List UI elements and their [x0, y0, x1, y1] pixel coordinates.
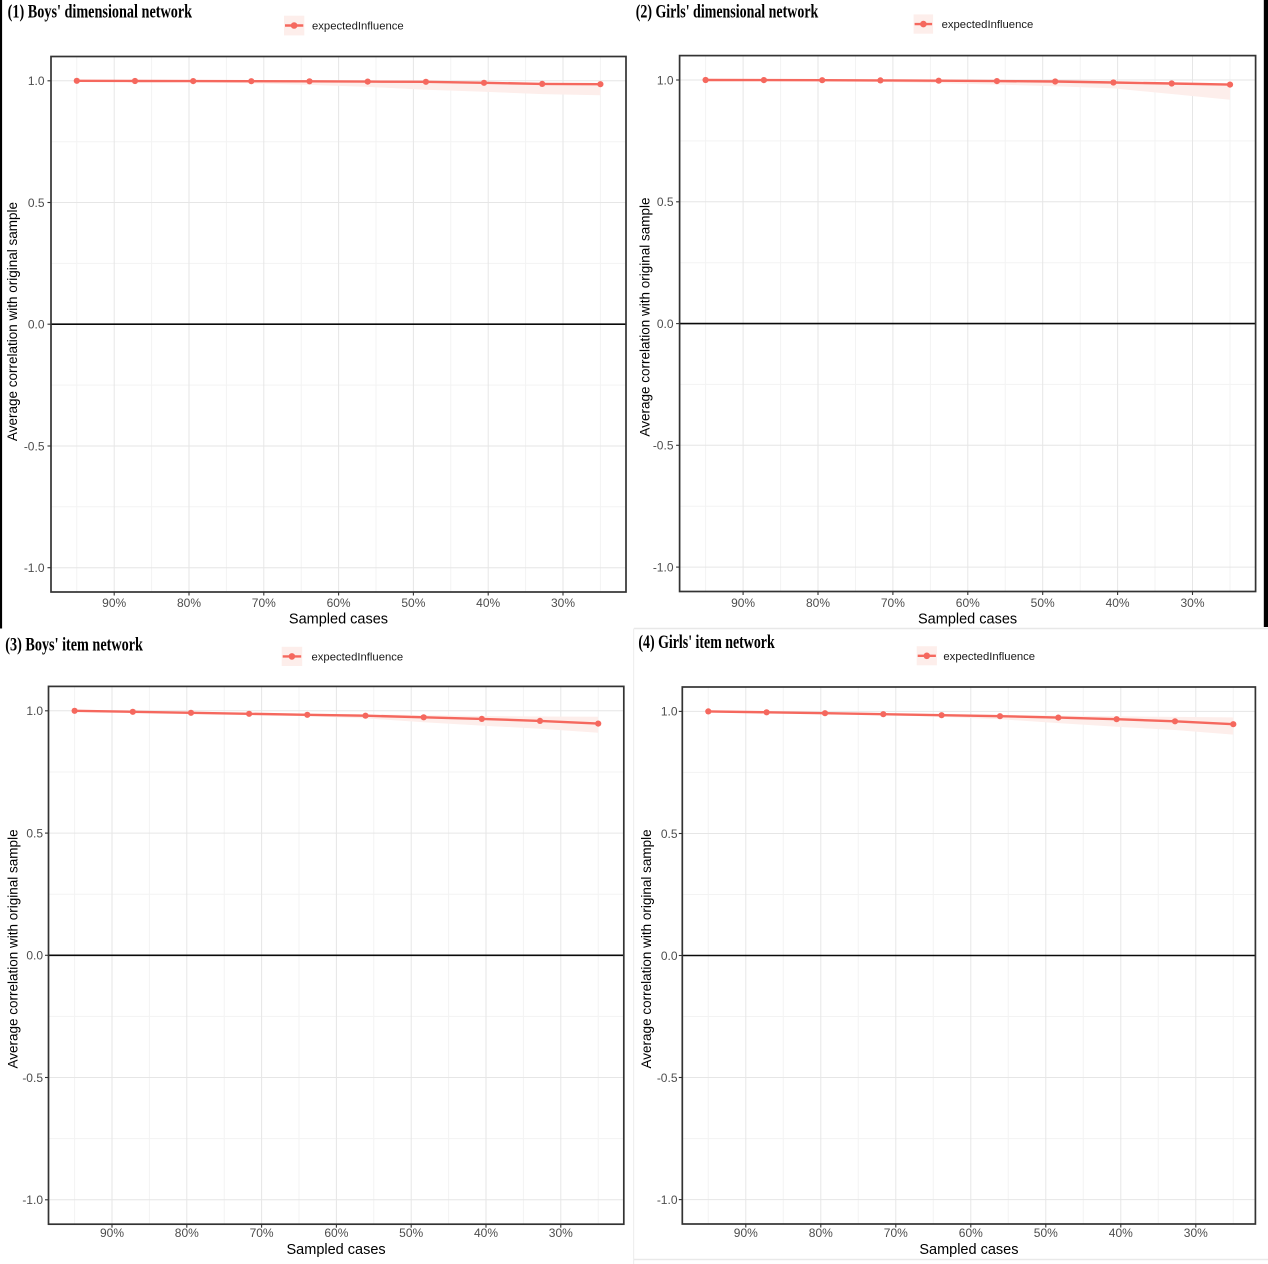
- svg-text:90%: 90%: [100, 1226, 124, 1240]
- svg-text:30%: 30%: [1184, 1226, 1208, 1240]
- svg-text:1.0: 1.0: [26, 704, 43, 718]
- svg-text:60%: 60%: [327, 596, 351, 610]
- svg-text:(1) Boys' dimensional network: (1) Boys' dimensional network: [8, 1, 193, 22]
- svg-text:-0.5: -0.5: [653, 439, 674, 453]
- svg-text:0.5: 0.5: [28, 196, 45, 210]
- svg-text:80%: 80%: [177, 596, 201, 610]
- svg-text:60%: 60%: [959, 1226, 983, 1240]
- svg-text:1.0: 1.0: [661, 705, 678, 719]
- svg-text:90%: 90%: [734, 1226, 758, 1240]
- svg-text:Sampled cases: Sampled cases: [287, 1242, 386, 1258]
- svg-text:0.5: 0.5: [657, 195, 674, 209]
- svg-text:-1.0: -1.0: [22, 1193, 43, 1207]
- svg-text:-0.5: -0.5: [24, 439, 45, 453]
- svg-text:Average correlation with origi: Average correlation with original sample: [638, 197, 653, 436]
- svg-text:70%: 70%: [881, 596, 905, 610]
- svg-text:Average correlation with origi: Average correlation with original sample: [6, 829, 21, 1068]
- svg-text:(2) Girls' dimensional network: (2) Girls' dimensional network: [636, 1, 819, 22]
- svg-text:80%: 80%: [806, 596, 830, 610]
- svg-text:70%: 70%: [884, 1226, 908, 1240]
- svg-text:Sampled cases: Sampled cases: [289, 612, 388, 628]
- svg-text:60%: 60%: [956, 596, 980, 610]
- svg-text:-0.5: -0.5: [657, 1071, 678, 1085]
- svg-text:-1.0: -1.0: [24, 561, 45, 575]
- svg-text:50%: 50%: [1034, 1226, 1058, 1240]
- svg-text:Average correlation with origi: Average correlation with original sample: [639, 829, 654, 1068]
- svg-text:70%: 70%: [250, 1226, 274, 1240]
- svg-text:0.0: 0.0: [661, 949, 678, 963]
- svg-text:Average correlation with origi: Average correlation with original sample: [5, 202, 20, 441]
- svg-text:0.0: 0.0: [28, 318, 45, 332]
- svg-text:40%: 40%: [476, 596, 500, 610]
- svg-text:expectedInfluence: expectedInfluence: [312, 21, 404, 33]
- svg-text:40%: 40%: [1106, 596, 1130, 610]
- svg-text:1.0: 1.0: [657, 73, 674, 87]
- svg-text:80%: 80%: [175, 1226, 199, 1240]
- svg-text:50%: 50%: [1031, 596, 1055, 610]
- svg-text:40%: 40%: [1109, 1226, 1133, 1240]
- svg-text:Sampled cases: Sampled cases: [918, 612, 1017, 628]
- svg-text:expectedInfluence: expectedInfluence: [943, 651, 1035, 663]
- svg-text:90%: 90%: [731, 596, 755, 610]
- svg-text:1.0: 1.0: [28, 74, 45, 88]
- svg-text:30%: 30%: [1180, 596, 1204, 610]
- svg-text:-1.0: -1.0: [657, 1193, 678, 1207]
- svg-text:30%: 30%: [551, 596, 575, 610]
- svg-text:40%: 40%: [474, 1226, 498, 1240]
- svg-text:-1.0: -1.0: [653, 560, 674, 574]
- svg-text:(3) Boys' item network: (3) Boys' item network: [5, 635, 143, 656]
- svg-text:Sampled cases: Sampled cases: [919, 1242, 1018, 1258]
- svg-text:0.0: 0.0: [657, 317, 674, 331]
- svg-text:-0.5: -0.5: [22, 1071, 43, 1085]
- svg-text:0.5: 0.5: [26, 826, 43, 840]
- svg-text:expectedInfluence: expectedInfluence: [942, 19, 1034, 31]
- svg-text:90%: 90%: [102, 596, 126, 610]
- svg-text:70%: 70%: [252, 596, 276, 610]
- svg-text:80%: 80%: [809, 1226, 833, 1240]
- svg-text:50%: 50%: [399, 1226, 423, 1240]
- svg-text:30%: 30%: [549, 1226, 573, 1240]
- svg-text:0.0: 0.0: [26, 949, 43, 963]
- svg-text:expectedInfluence: expectedInfluence: [312, 651, 404, 663]
- svg-text:(4) Girls' item network: (4) Girls' item network: [638, 632, 775, 653]
- svg-text:0.5: 0.5: [661, 827, 678, 841]
- svg-text:50%: 50%: [401, 596, 425, 610]
- svg-text:60%: 60%: [324, 1226, 348, 1240]
